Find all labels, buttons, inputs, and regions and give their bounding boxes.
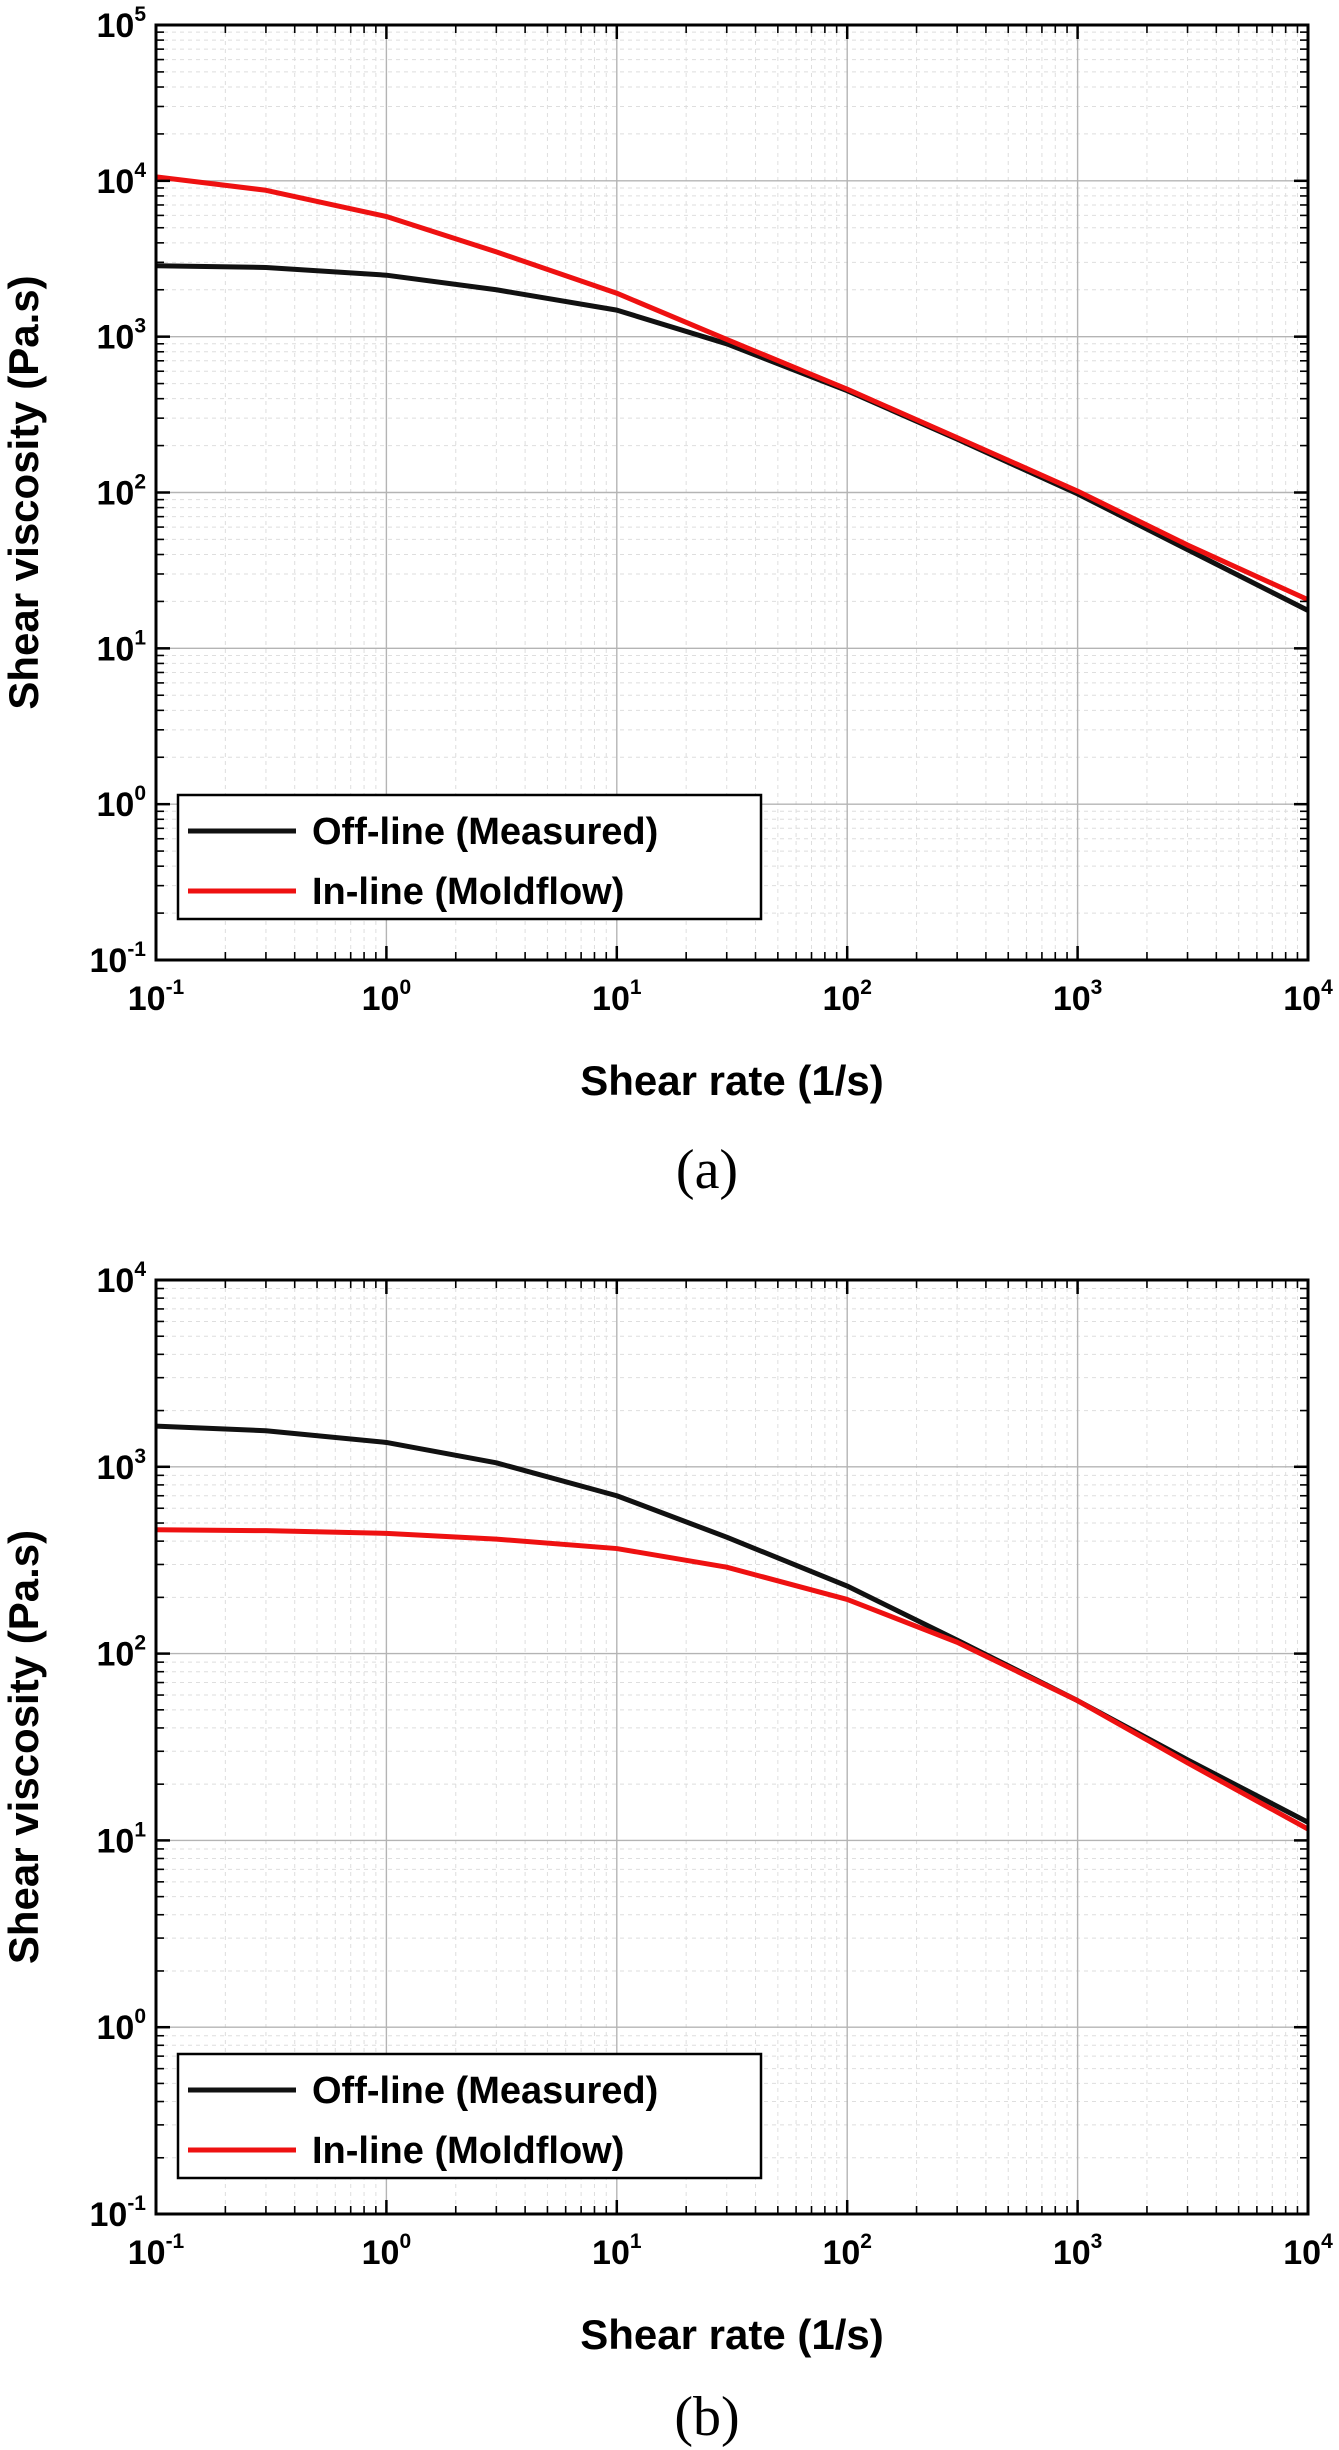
x-tick-label-exponent: 4 bbox=[1321, 976, 1333, 999]
y-tick-label-exponent: 2 bbox=[134, 1632, 146, 1655]
x-tick-label-base: 10 bbox=[128, 980, 166, 1018]
x-tick-label: 102 bbox=[822, 976, 872, 1018]
x-tick-label-base: 10 bbox=[822, 980, 860, 1018]
legend-label-inline-moldflow: In-line (Moldflow) bbox=[312, 871, 624, 913]
y-axis-label: Shear viscosity (Pa.s) bbox=[0, 1530, 47, 1964]
y-tick-label-exponent: 0 bbox=[134, 2005, 146, 2028]
x-tick-label-base: 10 bbox=[1283, 980, 1321, 1018]
y-tick-label-base: 10 bbox=[96, 319, 134, 357]
x-tick-label-base: 10 bbox=[592, 980, 630, 1018]
y-tick-label-base: 10 bbox=[96, 1822, 134, 1860]
y-tick-label-base: 10 bbox=[96, 475, 134, 513]
x-tick-label-exponent: -1 bbox=[166, 976, 185, 999]
y-tick-label: 102 bbox=[96, 1632, 146, 1674]
x-tick-label-exponent: 0 bbox=[399, 976, 411, 999]
y-tick-label: 103 bbox=[96, 315, 146, 357]
y-tick-label-base: 10 bbox=[96, 1262, 134, 1300]
y-tick-label-exponent: 3 bbox=[134, 315, 146, 338]
x-axis-label: Shear rate (1/s) bbox=[580, 1057, 883, 1104]
y-tick-label-exponent: 2 bbox=[134, 471, 146, 494]
x-tick-label-base: 10 bbox=[822, 2234, 860, 2272]
y-tick-label-exponent: 5 bbox=[134, 3, 146, 26]
y-tick-label-base: 10 bbox=[96, 786, 134, 824]
y-tick-label: 104 bbox=[96, 1258, 146, 1300]
y-tick-label-exponent: -1 bbox=[127, 938, 146, 961]
x-tick-label: 100 bbox=[362, 976, 412, 1018]
y-tick-label: 100 bbox=[96, 2005, 146, 2047]
y-tick-label-exponent: 1 bbox=[134, 626, 146, 649]
x-tick-label-base: 10 bbox=[1053, 980, 1091, 1018]
panel-b: 10-1 100 101 102 103 10410-1100101102103104Sh… bbox=[0, 1258, 1333, 2448]
y-tick-label: 101 bbox=[96, 1818, 146, 1860]
x-tick-label-exponent: -1 bbox=[166, 2230, 185, 2253]
x-tick-label-base: 10 bbox=[592, 2234, 630, 2272]
y-tick-label-base: 10 bbox=[96, 1636, 134, 1674]
y-tick-label-exponent: 4 bbox=[134, 159, 146, 182]
x-tick-label-exponent: 2 bbox=[860, 976, 872, 999]
x-tick-label: 102 bbox=[822, 2230, 872, 2272]
x-tick-label-base: 10 bbox=[362, 2234, 400, 2272]
x-tick-label-base: 10 bbox=[362, 980, 400, 1018]
y-tick-label: 104 bbox=[96, 159, 146, 201]
x-tick-label-exponent: 1 bbox=[630, 976, 642, 999]
plot-frame bbox=[154, 1278, 1310, 2216]
y-tick-label-base: 10 bbox=[96, 7, 134, 45]
panel-a: 10-1 100 101 102 103 10410-110010110210310410… bbox=[0, 3, 1333, 1201]
x-axis-label: Shear rate (1/s) bbox=[580, 2311, 883, 2358]
x-tick-label-base: 10 bbox=[1053, 2234, 1091, 2272]
x-tick-label-exponent: 3 bbox=[1091, 976, 1103, 999]
y-tick-label: 103 bbox=[96, 1445, 146, 1487]
x-tick-label: 104 bbox=[1283, 2230, 1333, 2272]
y-tick-label-exponent: 4 bbox=[134, 1258, 146, 1281]
x-tick-label: 10-1 bbox=[128, 976, 185, 1018]
legend-box bbox=[176, 2052, 763, 2180]
y-tick-label-base: 10 bbox=[96, 163, 134, 201]
series-line-offline-measured bbox=[156, 263, 1308, 613]
y-tick-label-exponent: 1 bbox=[134, 1818, 146, 1841]
panel-caption: (a) bbox=[676, 1139, 738, 1201]
y-axis-label: Shear viscosity (Pa.s) bbox=[0, 275, 47, 709]
x-tick-label-exponent: 1 bbox=[630, 2230, 642, 2253]
y-tick-label-base: 10 bbox=[89, 2196, 127, 2234]
panel-caption: (b) bbox=[674, 2386, 739, 2448]
legend-label-offline-measured: Off-line (Measured) bbox=[312, 2070, 658, 2112]
x-tick-label-exponent: 4 bbox=[1321, 2230, 1333, 2253]
x-tick-label: 104 bbox=[1283, 976, 1333, 1018]
x-tick-label: 103 bbox=[1053, 2230, 1103, 2272]
x-tick-label: 10-1 bbox=[128, 2230, 185, 2272]
y-tick-label-exponent: -1 bbox=[127, 2192, 146, 2215]
x-tick-label: 103 bbox=[1053, 976, 1103, 1018]
x-tick-label-base: 10 bbox=[1283, 2234, 1321, 2272]
x-tick-label-base: 10 bbox=[128, 2234, 166, 2272]
y-tick-label: 101 bbox=[96, 626, 146, 668]
series-line-inline-moldflow bbox=[156, 1527, 1308, 1832]
y-tick-label-base: 10 bbox=[96, 630, 134, 668]
legend-label-inline-moldflow: In-line (Moldflow) bbox=[312, 2130, 624, 2172]
x-tick-label-exponent: 3 bbox=[1091, 2230, 1103, 2253]
legend-box bbox=[176, 793, 763, 921]
y-tick-label-base: 10 bbox=[96, 1449, 134, 1487]
y-tick-label: 100 bbox=[96, 782, 146, 824]
x-tick-label: 101 bbox=[592, 2230, 642, 2272]
series-line-offline-measured bbox=[156, 1423, 1308, 1825]
x-tick-label-exponent: 0 bbox=[399, 2230, 411, 2253]
y-tick-label-base: 10 bbox=[96, 2009, 134, 2047]
y-tick-label: 10-1 bbox=[89, 938, 146, 980]
y-tick-label: 105 bbox=[96, 3, 146, 45]
x-tick-label: 100 bbox=[362, 2230, 412, 2272]
y-tick-label: 102 bbox=[96, 471, 146, 513]
y-tick-label-exponent: 3 bbox=[134, 1445, 146, 1468]
y-tick-label-exponent: 0 bbox=[134, 782, 146, 805]
series-line-inline-moldflow bbox=[156, 174, 1308, 603]
x-tick-label-exponent: 2 bbox=[860, 2230, 872, 2253]
legend-label-offline-measured: Off-line (Measured) bbox=[312, 811, 658, 853]
x-tick-label: 101 bbox=[592, 976, 642, 1018]
y-tick-label: 10-1 bbox=[89, 2192, 146, 2234]
y-tick-label-base: 10 bbox=[89, 942, 127, 980]
